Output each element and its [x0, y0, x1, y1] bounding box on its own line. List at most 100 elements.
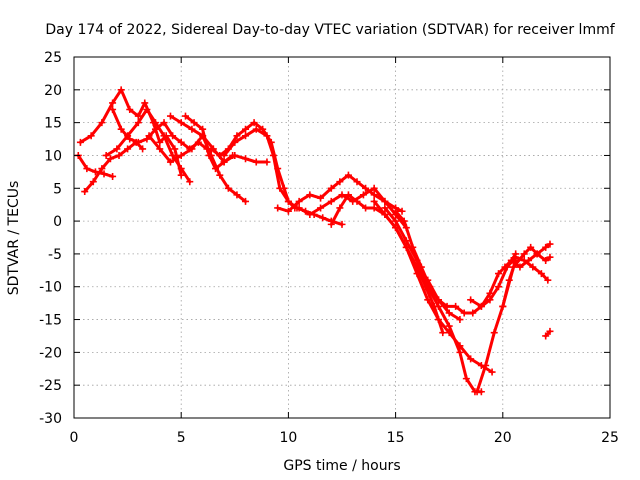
data-point — [233, 191, 241, 199]
data-point — [89, 178, 97, 186]
data-point — [344, 191, 352, 199]
data-point — [460, 309, 468, 317]
data-point — [409, 243, 417, 251]
data-point — [181, 112, 189, 120]
data-point — [392, 217, 400, 225]
data-point — [220, 151, 228, 159]
data-point — [529, 263, 537, 271]
data-point — [188, 125, 196, 133]
data-point — [166, 158, 174, 166]
data-point — [250, 119, 258, 127]
y-tick-label: 0 — [53, 214, 62, 230]
data-point — [336, 178, 344, 186]
data-point — [469, 309, 477, 317]
data-point — [381, 211, 389, 219]
data-point — [242, 125, 250, 133]
data-point — [413, 263, 421, 271]
data-point — [317, 204, 325, 212]
data-point — [542, 243, 550, 251]
data-point — [207, 145, 215, 153]
y-tick-label: 15 — [44, 116, 62, 132]
data-point — [370, 204, 378, 212]
x-tick-label: 15 — [387, 430, 405, 446]
data-point — [490, 329, 498, 337]
data-point — [546, 327, 554, 335]
data-point — [242, 197, 250, 205]
data-point — [443, 302, 451, 310]
data-point — [177, 138, 185, 146]
data-point — [113, 145, 121, 153]
plot-frame — [73, 56, 611, 419]
y-tick-label: 25 — [44, 50, 62, 66]
data-point — [177, 151, 185, 159]
data-point — [525, 256, 533, 264]
series-arc-8 — [181, 112, 271, 173]
series-line — [83, 140, 145, 194]
data-point — [276, 184, 284, 192]
data-point — [439, 329, 447, 337]
data-point — [486, 289, 494, 297]
data-point — [456, 348, 464, 356]
data-point — [462, 375, 470, 383]
data-point — [169, 151, 177, 159]
series-arc-2 — [74, 151, 117, 180]
data-point — [190, 119, 198, 127]
data-point — [319, 214, 327, 222]
x-tick-label: 25 — [601, 430, 619, 446]
data-point — [117, 125, 125, 133]
series-arc-21 — [507, 250, 554, 271]
grid — [74, 57, 610, 418]
data-point — [205, 151, 213, 159]
data-point — [274, 204, 282, 212]
data-point — [430, 302, 438, 310]
x-tick-label: 0 — [70, 430, 79, 446]
data-point — [242, 155, 250, 163]
data-point — [224, 184, 232, 192]
data-point — [177, 165, 185, 173]
data-point — [199, 125, 207, 133]
data-point — [537, 270, 545, 278]
data-point — [106, 155, 114, 163]
data-point — [499, 302, 507, 310]
data-point — [134, 119, 142, 127]
data-point — [546, 240, 554, 248]
data-point — [81, 188, 89, 196]
data-point — [488, 368, 496, 376]
data-point — [126, 106, 134, 114]
data-point — [171, 145, 179, 153]
data-point — [533, 250, 541, 258]
data-point — [510, 263, 518, 271]
data-point — [473, 388, 481, 396]
data-point — [160, 132, 168, 140]
data-point — [269, 151, 277, 159]
data-point — [166, 112, 174, 120]
data-point — [512, 253, 520, 261]
y-tick-label: 20 — [44, 83, 62, 99]
data-point — [544, 276, 552, 284]
data-point — [115, 151, 123, 159]
y-tick-label: -20 — [39, 345, 62, 361]
data-point — [220, 158, 228, 166]
y-tick-label: 10 — [44, 148, 62, 164]
series-line — [104, 108, 192, 184]
series-arc-3 — [81, 138, 147, 196]
data-point — [527, 243, 535, 251]
data-point — [263, 158, 271, 166]
data-point — [467, 296, 475, 304]
data-point — [109, 172, 117, 180]
y-tick-label: -10 — [39, 280, 62, 296]
data-point — [177, 171, 185, 179]
data-point — [306, 211, 314, 219]
data-point — [233, 132, 241, 140]
data-point — [338, 220, 346, 228]
data-point — [381, 204, 389, 212]
data-point — [284, 197, 292, 205]
data-point — [467, 355, 475, 363]
y-tick-label: -5 — [48, 247, 62, 263]
data-point — [216, 171, 224, 179]
data-point — [520, 250, 528, 258]
data-point — [156, 138, 164, 146]
y-tick-label: -15 — [39, 313, 62, 329]
data-point — [102, 151, 110, 159]
